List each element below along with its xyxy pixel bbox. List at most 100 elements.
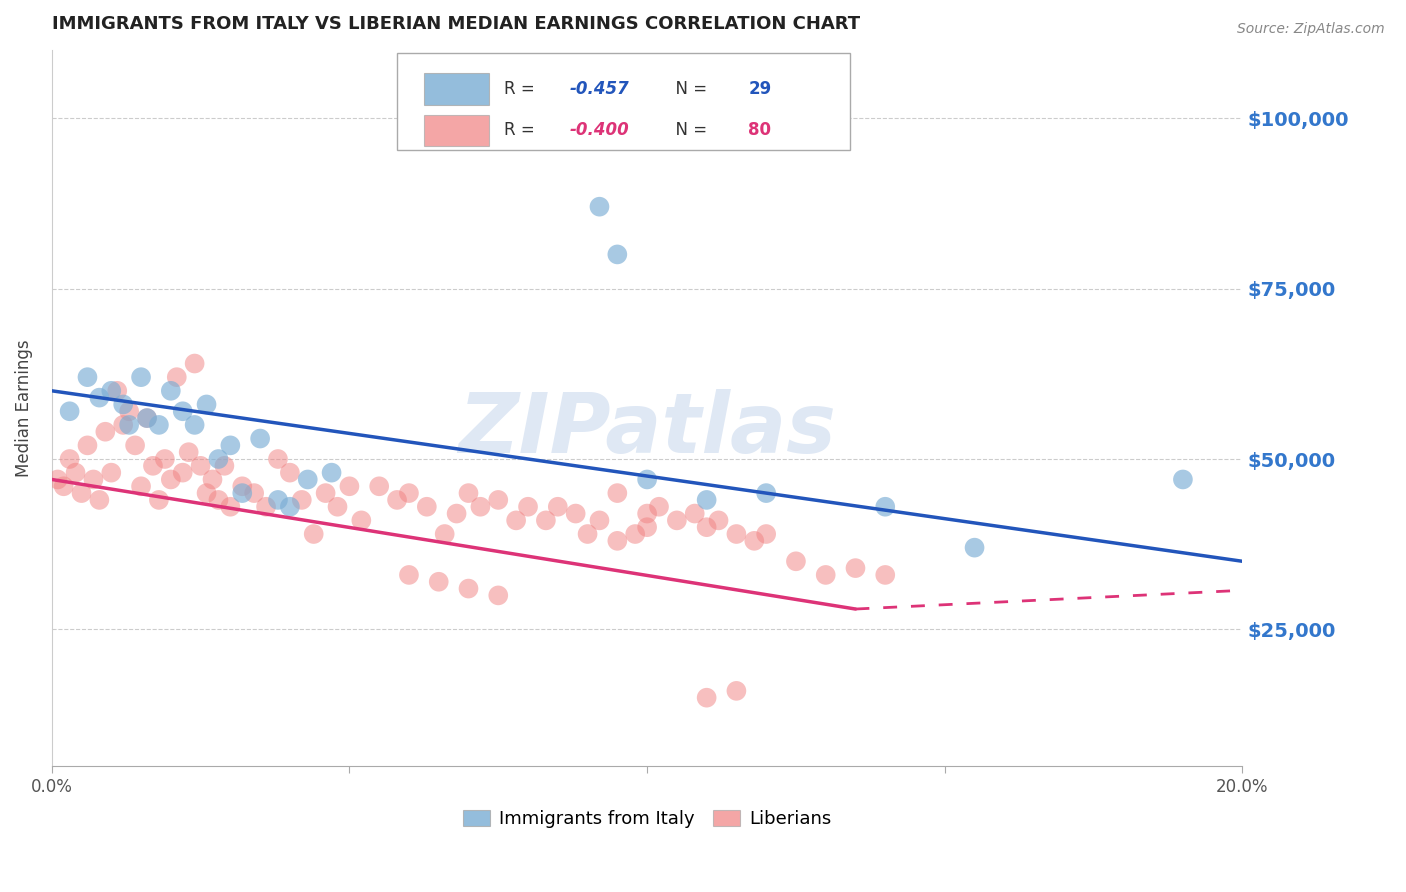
Point (433, 527, 456, 541)
Point (118, 417, 141, 432)
Point (606, 247, 628, 261)
Point (665, 513, 688, 527)
Point (636, 473, 658, 487)
Point (172, 404, 194, 418)
Point (683, 507, 706, 521)
Point (124, 438, 146, 452)
Point (636, 520, 658, 534)
Point (207, 492, 229, 507)
Text: N =: N = (665, 80, 713, 98)
Point (166, 370, 188, 384)
Point (648, 500, 671, 514)
Point (588, 200, 610, 214)
Point (129, 370, 152, 384)
Text: 80: 80 (748, 121, 772, 139)
Point (118, 404, 141, 418)
Point (427, 574, 450, 589)
Point (105, 384, 128, 398)
Point (112, 397, 135, 411)
Point (636, 507, 658, 521)
Point (696, 492, 718, 507)
Point (416, 500, 439, 514)
Point (195, 486, 218, 500)
Point (398, 486, 420, 500)
Point (267, 452, 290, 467)
Point (725, 684, 748, 698)
Point (278, 500, 301, 514)
Point (875, 568, 897, 582)
Point (76, 370, 98, 384)
Point (195, 397, 218, 411)
Point (65, 466, 87, 480)
Point (201, 473, 224, 487)
Point (486, 588, 509, 602)
Point (59, 404, 82, 418)
Text: ZIPatlas: ZIPatlas (458, 389, 837, 470)
Point (297, 473, 319, 487)
Point (755, 527, 778, 541)
Point (207, 452, 229, 467)
Point (159, 473, 181, 487)
Point (177, 445, 200, 459)
Text: N =: N = (665, 121, 713, 139)
Point (136, 411, 159, 425)
Point (100, 384, 122, 398)
Point (89, 492, 111, 507)
Point (243, 486, 266, 500)
Point (89, 391, 111, 405)
Point (129, 479, 152, 493)
Point (457, 582, 479, 596)
Text: -0.457: -0.457 (569, 80, 630, 98)
FancyBboxPatch shape (396, 54, 849, 150)
Point (457, 486, 479, 500)
Point (446, 507, 468, 521)
Point (486, 492, 509, 507)
Point (326, 500, 349, 514)
Point (576, 527, 599, 541)
Point (153, 452, 176, 467)
Point (315, 486, 337, 500)
Point (136, 411, 159, 425)
Point (94, 425, 117, 439)
Point (470, 500, 492, 514)
Point (254, 500, 277, 514)
Point (112, 417, 135, 432)
Point (249, 432, 271, 446)
Point (82, 473, 104, 487)
FancyBboxPatch shape (425, 73, 489, 105)
Point (52, 479, 75, 493)
Point (278, 466, 301, 480)
Point (588, 513, 610, 527)
Point (505, 513, 527, 527)
Point (1171, 473, 1194, 487)
Point (547, 500, 569, 514)
Point (159, 384, 181, 398)
Point (564, 507, 586, 521)
Text: Source: ZipAtlas.com: Source: ZipAtlas.com (1237, 22, 1385, 37)
Point (214, 458, 236, 473)
Point (350, 513, 373, 527)
Point (100, 466, 122, 480)
Point (755, 486, 778, 500)
Point (231, 486, 253, 500)
Point (785, 554, 807, 568)
Point (742, 533, 765, 548)
Legend: Immigrants from Italy, Liberians: Immigrants from Italy, Liberians (456, 803, 838, 836)
Point (339, 479, 361, 493)
Point (844, 561, 866, 575)
Point (875, 500, 897, 514)
Point (368, 479, 391, 493)
Point (219, 438, 242, 452)
Point (291, 492, 314, 507)
FancyBboxPatch shape (425, 115, 489, 146)
Point (142, 458, 165, 473)
Point (148, 417, 170, 432)
Point (707, 513, 730, 527)
Point (70, 486, 93, 500)
Point (267, 492, 290, 507)
Point (183, 417, 205, 432)
Point (302, 527, 325, 541)
Point (321, 466, 343, 480)
Point (219, 500, 242, 514)
Point (963, 541, 986, 555)
